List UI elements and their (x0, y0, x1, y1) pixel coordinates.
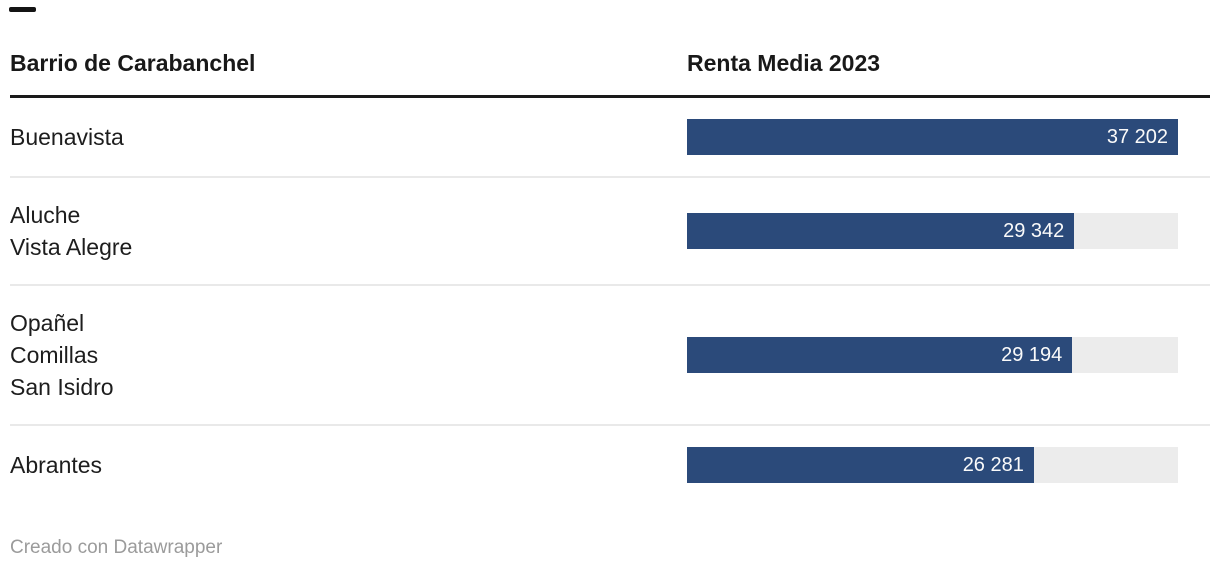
row-label-line: Vista Alegre (10, 234, 133, 260)
bar: 37 202 (687, 119, 1178, 155)
rows: Buenavista 37 202 Aluche Vista Alegre 29 … (10, 98, 1210, 504)
row-label: Buenavista (10, 121, 687, 153)
table-row: Abrantes 26 281 (10, 426, 1210, 504)
table-row: Buenavista 37 202 (10, 98, 1210, 178)
bar-value-label: 29 342 (1003, 219, 1065, 242)
row-label-line: Buenavista (10, 124, 124, 150)
bar: 29 342 (687, 213, 1075, 249)
bar-value-label: 26 281 (962, 453, 1024, 476)
row-label-line: Abrantes (10, 452, 103, 478)
bar: 29 194 (687, 337, 1073, 373)
bar-value-label: 37 202 (1106, 125, 1168, 148)
row-label: Opañel Comillas San Isidro (10, 307, 687, 403)
row-label: Aluche Vista Alegre (10, 199, 687, 263)
column-header-renta: Renta Media 2023 (687, 50, 881, 76)
bar-cell: 37 202 (687, 119, 1178, 155)
bar-track: 29 342 (687, 213, 1178, 249)
bar-track: 37 202 (687, 119, 1178, 155)
column-header-barrio: Barrio de Carabanchel (10, 50, 256, 76)
bar-cell: 26 281 (687, 447, 1178, 483)
bar-value-label: 29 194 (1001, 343, 1063, 366)
row-label-line: Opañel (10, 310, 85, 336)
datawrapper-credit-link[interactable]: Creado con Datawrapper (10, 537, 223, 558)
table-header: Barrio de Carabanchel Renta Media 2023 (10, 0, 1210, 78)
bar: 26 281 (687, 447, 1034, 483)
table-row: Aluche Vista Alegre 29 342 (10, 178, 1210, 286)
corner-dash-mark (9, 7, 36, 12)
row-label-line: Aluche (10, 202, 81, 228)
row-label: Abrantes (10, 449, 687, 481)
bar-cell: 29 194 (687, 337, 1178, 373)
bar-track: 26 281 (687, 447, 1178, 483)
row-label-line: San Isidro (10, 374, 114, 400)
bar-cell: 29 342 (687, 213, 1178, 249)
table-row: Opañel Comillas San Isidro 29 194 (10, 286, 1210, 426)
header-rule (10, 95, 1210, 98)
row-label-line: Comillas (10, 342, 99, 368)
bar-track: 29 194 (687, 337, 1178, 373)
